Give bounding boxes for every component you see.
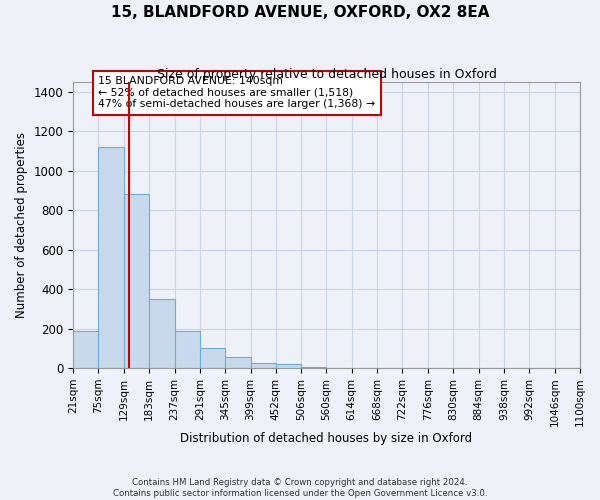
- Bar: [149, 299, 175, 368]
- Bar: [225, 357, 251, 368]
- Bar: [175, 330, 200, 368]
- Title: Size of property relative to detached houses in Oxford: Size of property relative to detached ho…: [157, 68, 496, 80]
- Bar: [73, 330, 98, 368]
- Bar: [200, 348, 225, 368]
- Text: Contains HM Land Registry data © Crown copyright and database right 2024.
Contai: Contains HM Land Registry data © Crown c…: [113, 478, 487, 498]
- Text: 15 BLANDFORD AVENUE: 140sqm
← 52% of detached houses are smaller (1,518)
47% of : 15 BLANDFORD AVENUE: 140sqm ← 52% of det…: [98, 76, 376, 110]
- Y-axis label: Number of detached properties: Number of detached properties: [15, 132, 28, 318]
- Bar: [251, 363, 275, 368]
- Bar: [301, 367, 326, 368]
- Text: 15, BLANDFORD AVENUE, OXFORD, OX2 8EA: 15, BLANDFORD AVENUE, OXFORD, OX2 8EA: [111, 5, 489, 20]
- X-axis label: Distribution of detached houses by size in Oxford: Distribution of detached houses by size …: [181, 432, 473, 445]
- Bar: [275, 364, 301, 368]
- Bar: [124, 194, 149, 368]
- Bar: [98, 147, 124, 368]
